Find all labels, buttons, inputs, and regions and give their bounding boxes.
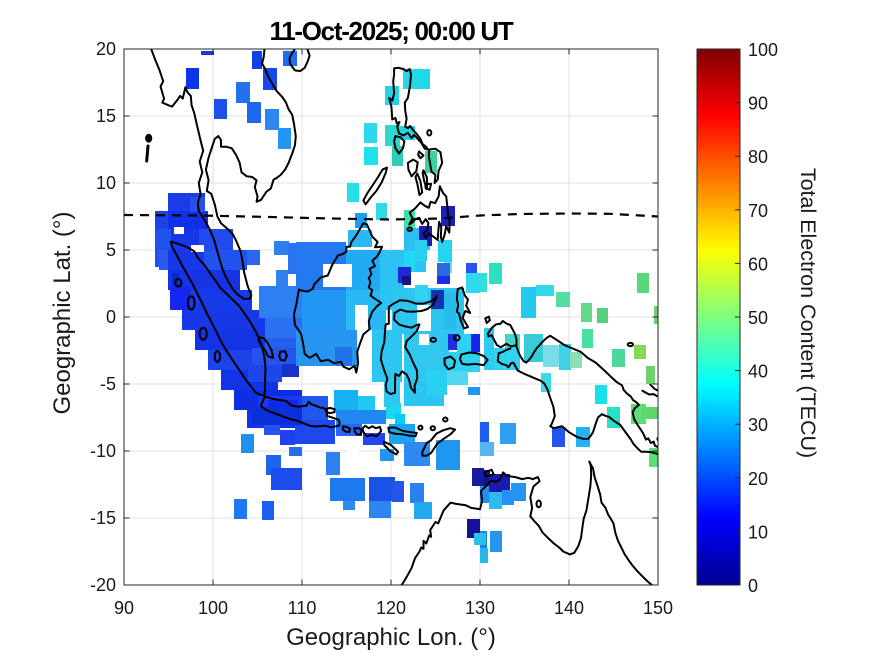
svg-text:Total Electron Content (TECU): Total Electron Content (TECU) xyxy=(796,168,820,458)
svg-text:Geographic Lat. (°): Geographic Lat. (°) xyxy=(49,211,76,414)
svg-text:20: 20 xyxy=(96,39,116,59)
svg-text:-10: -10 xyxy=(90,441,116,461)
svg-text:100: 100 xyxy=(748,40,778,60)
svg-text:10: 10 xyxy=(96,173,116,193)
svg-text:50: 50 xyxy=(748,308,768,328)
svg-text:90: 90 xyxy=(748,94,768,114)
svg-text:10: 10 xyxy=(748,522,768,542)
svg-text:0: 0 xyxy=(106,307,116,327)
svg-text:150: 150 xyxy=(643,598,673,618)
svg-text:140: 140 xyxy=(554,598,584,618)
svg-text:-5: -5 xyxy=(100,374,116,394)
svg-text:110: 110 xyxy=(288,598,317,618)
svg-text:-20: -20 xyxy=(90,575,116,595)
svg-text:60: 60 xyxy=(748,254,768,274)
svg-text:-15: -15 xyxy=(90,508,116,528)
svg-text:40: 40 xyxy=(748,362,768,382)
svg-text:0: 0 xyxy=(748,576,758,596)
svg-text:90: 90 xyxy=(114,598,134,618)
svg-text:80: 80 xyxy=(748,147,768,167)
svg-text:70: 70 xyxy=(748,201,768,221)
svg-text:5: 5 xyxy=(106,240,116,260)
svg-text:15: 15 xyxy=(96,106,116,126)
svg-text:20: 20 xyxy=(748,469,768,489)
svg-text:100: 100 xyxy=(198,598,228,618)
svg-text:130: 130 xyxy=(465,598,495,618)
svg-text:Geographic Lon. (°): Geographic Lon. (°) xyxy=(286,624,496,651)
svg-text:120: 120 xyxy=(376,598,406,618)
svg-text:11-Oct-2025; 00:00 UT: 11-Oct-2025; 00:00 UT xyxy=(270,16,514,46)
svg-text:30: 30 xyxy=(748,415,768,435)
